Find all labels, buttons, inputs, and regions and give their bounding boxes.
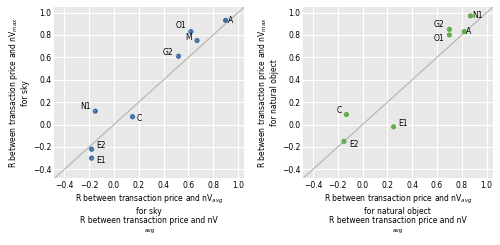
Text: R between transaction price and nV: R between transaction price and nV: [329, 216, 467, 225]
Point: [460, 30, 468, 34]
X-axis label: R between transaction price and nV$_{avg}$
for natural object: R between transaction price and nV$_{avg…: [324, 193, 472, 216]
Point: [193, 39, 201, 43]
Point: [92, 109, 100, 113]
Point: [340, 139, 348, 143]
Point: [446, 27, 454, 31]
Point: [128, 115, 136, 119]
Text: avg: avg: [144, 228, 154, 233]
Text: O1: O1: [176, 22, 191, 32]
Text: E1: E1: [92, 156, 106, 165]
Text: A: A: [228, 16, 232, 25]
Point: [88, 156, 96, 160]
Text: A: A: [466, 27, 471, 36]
Point: [222, 18, 230, 22]
Text: G2: G2: [434, 20, 450, 29]
X-axis label: R between transaction price and nV$_{avg}$
for sky: R between transaction price and nV$_{avg…: [75, 193, 224, 216]
Text: E1: E1: [394, 119, 408, 128]
Text: N1: N1: [80, 102, 96, 111]
Text: N1: N1: [472, 12, 483, 20]
Point: [174, 54, 182, 58]
Text: R between transaction price and nV: R between transaction price and nV: [80, 216, 218, 225]
Point: [187, 30, 195, 34]
Text: E2: E2: [344, 140, 358, 149]
Text: M: M: [186, 33, 197, 42]
Text: C: C: [132, 114, 141, 123]
Text: G2: G2: [163, 48, 178, 57]
Text: E2: E2: [92, 141, 106, 150]
Point: [466, 14, 474, 18]
Text: O1: O1: [434, 34, 450, 43]
Text: C: C: [336, 106, 346, 114]
Y-axis label: R between transaction price and nV$_{max}$
for natural object: R between transaction price and nV$_{max…: [256, 17, 279, 168]
Point: [390, 125, 398, 129]
Y-axis label: R between transaction price and nV$_{max}$
for sky: R between transaction price and nV$_{max…: [7, 17, 30, 168]
Point: [88, 147, 96, 151]
Point: [446, 33, 454, 37]
Point: [342, 112, 350, 116]
Text: avg: avg: [393, 228, 403, 233]
